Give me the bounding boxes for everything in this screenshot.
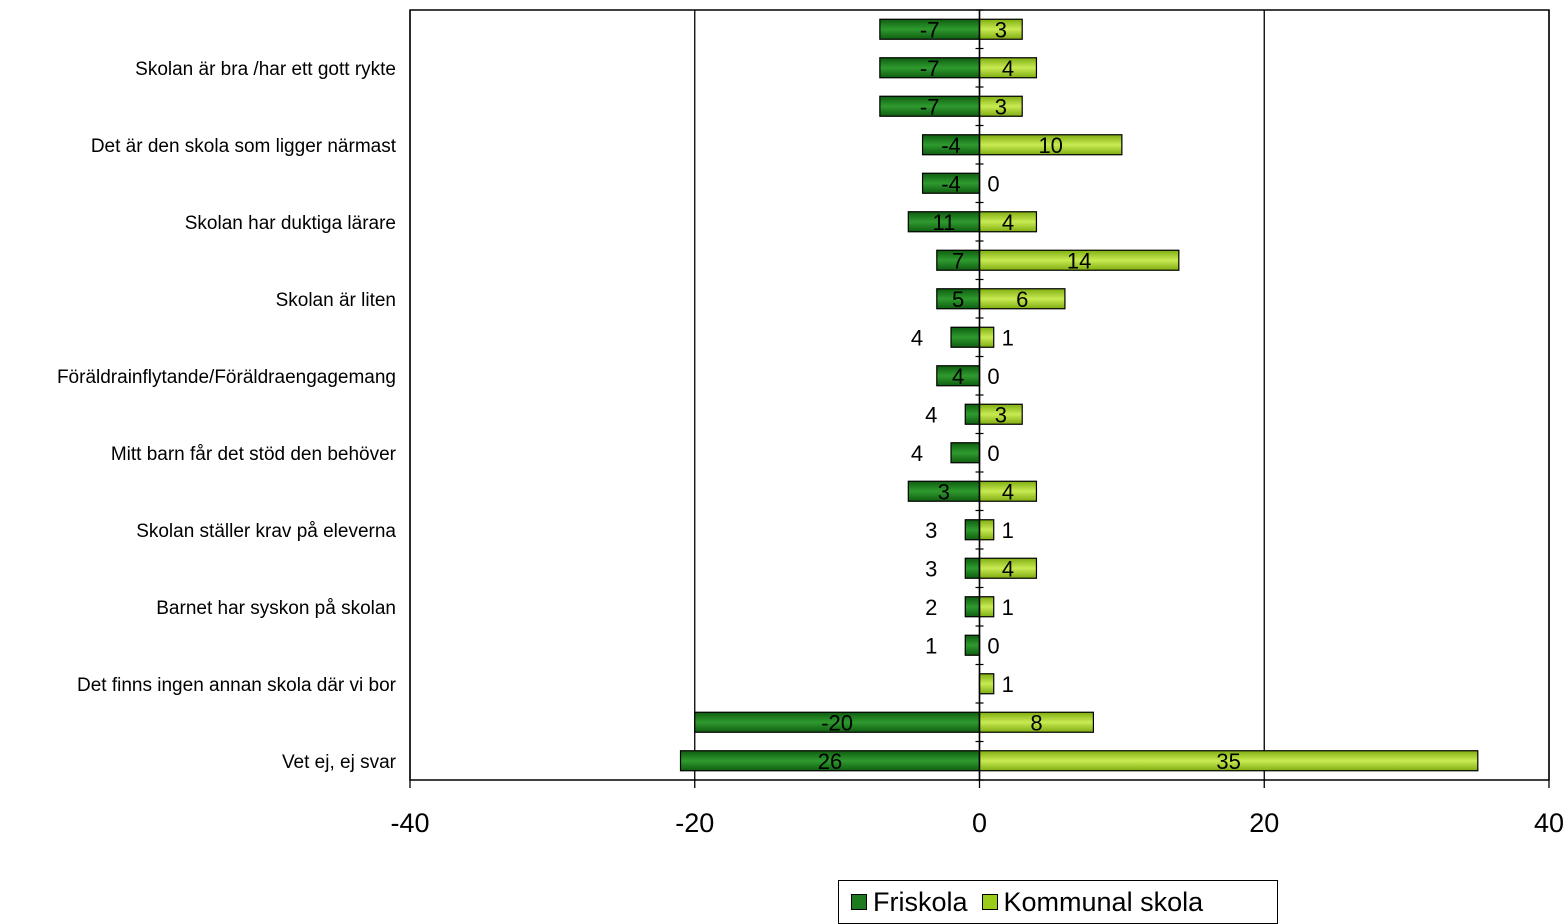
- bar-kommunal-17: [978, 673, 995, 695]
- legend-label-friskola: Friskola: [873, 886, 968, 917]
- bar-friskola-13: [964, 519, 981, 541]
- data-label-kommunal-6: 14: [1067, 248, 1091, 273]
- legend-label-kommunal-skola: Kommunal skola: [1003, 886, 1204, 917]
- x-tick-label-4: 40: [1534, 808, 1564, 838]
- data-label-friskola-16: 1: [925, 633, 937, 658]
- data-label-friskola-6: 7: [952, 248, 964, 273]
- bar-friskola-15: [964, 596, 981, 618]
- data-label-friskola-14: 3: [925, 556, 937, 581]
- data-label-friskola-0: -7: [920, 17, 940, 42]
- legend-item-kommunal-skola: Kommunal skola: [981, 886, 1204, 918]
- bar-kommunal-13: [978, 519, 995, 541]
- data-label-friskola-3: -4: [941, 133, 961, 158]
- data-label-friskola-18: -20: [821, 710, 853, 735]
- data-label-friskola-2: -7: [920, 94, 940, 119]
- bar-friskola-14: [964, 557, 981, 579]
- category-label-0: Skolan är bra /har ett gott rykte: [135, 59, 396, 80]
- data-label-kommunal-5: 4: [1002, 210, 1014, 235]
- data-label-friskola-4: -4: [941, 171, 961, 196]
- data-label-kommunal-10: 3: [995, 402, 1007, 427]
- category-label-5: Mitt barn får det stöd den behöver: [111, 444, 397, 465]
- data-label-kommunal-0: 3: [995, 17, 1007, 42]
- data-label-friskola-19: 26: [818, 749, 842, 774]
- legend: Friskola Kommunal skola: [838, 880, 1278, 924]
- category-label-3: Skolan är liten: [276, 290, 396, 311]
- data-label-friskola-12: 3: [938, 479, 950, 504]
- data-label-friskola-8: 4: [911, 325, 923, 350]
- data-label-kommunal-2: 3: [995, 94, 1007, 119]
- legend-item-friskola: Friskola: [851, 887, 968, 918]
- data-label-kommunal-4: 0: [987, 171, 999, 196]
- data-label-kommunal-8: 1: [1002, 325, 1014, 350]
- x-tick-label-3: 20: [1249, 808, 1279, 838]
- category-label-6: Skolan ställer krav på eleverna: [136, 521, 396, 542]
- data-label-kommunal-19: 35: [1216, 749, 1240, 774]
- bar-kommunal-15: [978, 596, 995, 618]
- data-label-friskola-5: 11: [932, 210, 955, 235]
- data-label-kommunal-13: 1: [1002, 518, 1014, 543]
- data-label-kommunal-11: 0: [987, 441, 999, 466]
- data-label-friskola-9: 4: [952, 364, 964, 389]
- bar-friskola-8: [950, 326, 981, 348]
- category-label-1: Det är den skola som ligger närmast: [91, 136, 397, 157]
- data-label-friskola-10: 4: [925, 402, 937, 427]
- category-label-7: Barnet har syskon på skolan: [156, 598, 396, 619]
- x-tick-label-0: -40: [390, 808, 429, 838]
- bar-friskola-10: [964, 403, 981, 425]
- data-label-friskola-1: -7: [920, 56, 940, 81]
- x-tick-label-2: 0: [972, 808, 987, 838]
- data-label-friskola-13: 3: [925, 518, 937, 543]
- x-tick-label-1: -20: [675, 808, 714, 838]
- legend-swatch-friskola: [851, 894, 867, 910]
- data-label-friskola-11: 4: [911, 441, 923, 466]
- bar-kommunal-8: [978, 326, 995, 348]
- category-label-8: Det finns ingen annan skola där vi bor: [77, 675, 397, 696]
- data-label-kommunal-14: 4: [1002, 556, 1014, 581]
- data-label-kommunal-12: 4: [1002, 479, 1014, 504]
- bar-friskola-16: [964, 634, 981, 656]
- data-label-kommunal-3: 10: [1038, 133, 1062, 158]
- data-label-kommunal-9: 0: [987, 364, 999, 389]
- data-label-kommunal-17: 1: [1002, 672, 1014, 697]
- data-label-friskola-15: 2: [925, 595, 937, 620]
- data-label-kommunal-1: 4: [1002, 56, 1014, 81]
- category-label-4: Föräldrainflytande/Föräldraengagemang: [57, 367, 396, 388]
- bar-friskola-11: [950, 442, 981, 464]
- data-label-friskola-7: 5: [952, 287, 964, 312]
- data-label-kommunal-16: 0: [987, 633, 999, 658]
- legend-swatch-kommunal-skola: [981, 894, 998, 910]
- category-label-9: Vet ej, ej svar: [282, 752, 397, 773]
- data-label-kommunal-7: 6: [1016, 287, 1028, 312]
- data-label-kommunal-15: 1: [1002, 595, 1014, 620]
- data-label-kommunal-18: 8: [1030, 710, 1042, 735]
- category-label-2: Skolan har duktiga lärare: [185, 213, 396, 234]
